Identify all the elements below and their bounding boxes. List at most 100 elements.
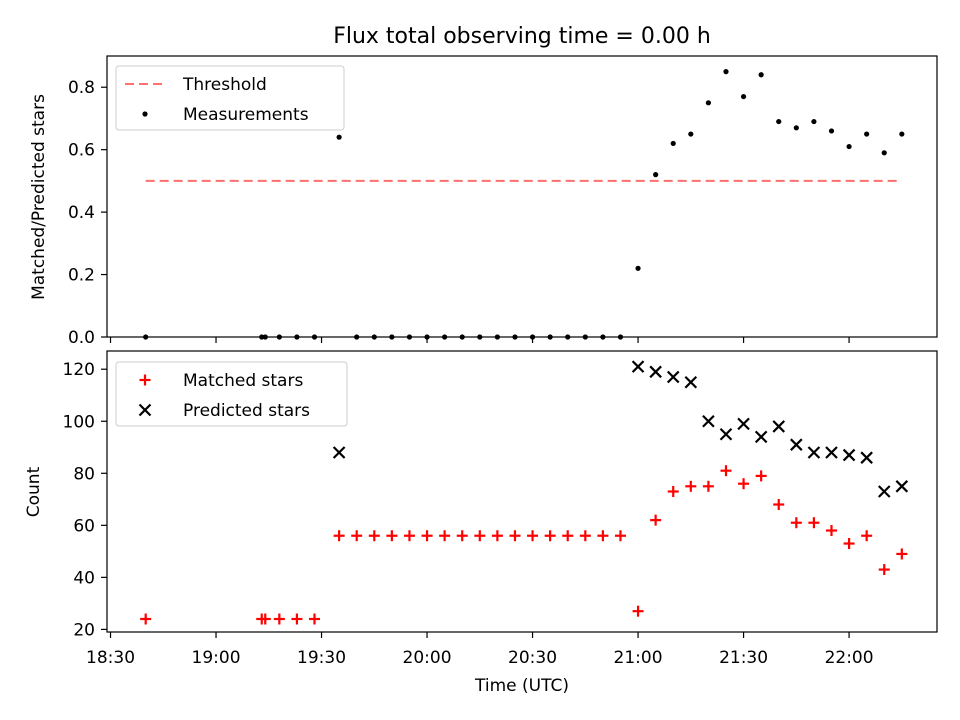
measurement-point bbox=[776, 118, 782, 125]
measurement-point bbox=[617, 334, 624, 340]
measurement-point bbox=[311, 334, 318, 340]
matched-star-point bbox=[421, 530, 433, 542]
legend-threshold-label: Threshold bbox=[182, 75, 267, 95]
measurement-point bbox=[881, 150, 887, 156]
bottom-legend: Matched stars Predicted stars bbox=[115, 361, 348, 427]
measurement-point bbox=[899, 131, 905, 137]
matched-star-point bbox=[667, 486, 679, 497]
measurement-point bbox=[143, 334, 149, 340]
matched-star-point bbox=[773, 499, 785, 511]
predicted-star-point bbox=[772, 420, 786, 433]
measurement-point bbox=[529, 334, 536, 340]
predicted-star-point bbox=[842, 448, 856, 462]
measurement-point bbox=[846, 143, 852, 150]
matched-star-point bbox=[309, 613, 320, 625]
matched-star-point bbox=[333, 530, 345, 542]
measurement-point bbox=[811, 118, 817, 125]
x-axis-label: Time (UTC) bbox=[474, 676, 569, 696]
bottom-y-tick-label: 40 bbox=[73, 568, 95, 588]
measurement-point bbox=[600, 334, 606, 340]
predicted-star-point bbox=[737, 417, 750, 431]
top-y-axis-label: Matched/Predicted stars bbox=[29, 94, 49, 300]
legend-measurements-swatch bbox=[142, 111, 148, 117]
matched-star-point bbox=[386, 530, 398, 542]
measurement-point bbox=[276, 334, 282, 340]
predicted-star-point bbox=[877, 485, 891, 498]
matched-star-point bbox=[259, 613, 271, 625]
measurement-point bbox=[389, 334, 395, 340]
matched-star-point bbox=[351, 530, 363, 542]
bottom-panel: 20 40 60 80 100 120 18:30 19:00 19:30 20:00 20:30… bbox=[24, 350, 938, 696]
predicted-star-point bbox=[631, 360, 645, 373]
measurement-point bbox=[740, 93, 747, 100]
predicted-star-point bbox=[332, 446, 346, 459]
top-y-ticks: 0.0 0.2 0.4 0.6 0.8 bbox=[68, 78, 107, 348]
matched-star-point bbox=[614, 530, 626, 542]
measurement-point bbox=[371, 334, 377, 340]
predicted-star-point bbox=[684, 375, 698, 389]
predicted-star-point bbox=[666, 370, 680, 384]
measurement-point bbox=[442, 334, 448, 340]
legend-predicted-label: Predicted stars bbox=[183, 401, 310, 421]
x-tick-label: 20:00 bbox=[403, 648, 452, 668]
matched-star-point bbox=[544, 530, 556, 542]
matched-star-point bbox=[291, 613, 303, 625]
measurement-point bbox=[424, 334, 430, 340]
matched-star-point bbox=[474, 530, 486, 542]
predicted-star-point bbox=[895, 480, 909, 493]
top-y-tick-label: 0.4 bbox=[68, 203, 95, 223]
matched-star-point bbox=[368, 530, 380, 542]
matched-star-point bbox=[685, 480, 697, 492]
matched-star-point bbox=[720, 465, 732, 477]
top-legend-box bbox=[115, 65, 345, 131]
predicted-stars-points bbox=[332, 360, 909, 498]
matched-star-point bbox=[403, 530, 415, 542]
matched-star-point bbox=[861, 530, 873, 542]
bottom-y-tick-label: 120 bbox=[63, 360, 95, 380]
measurement-point bbox=[688, 131, 694, 137]
bottom-legend-box bbox=[115, 361, 348, 427]
matched-star-point bbox=[579, 530, 591, 542]
matched-star-point bbox=[273, 613, 285, 625]
measurement-point bbox=[705, 100, 711, 106]
top-y-tick-label: 0.6 bbox=[68, 141, 95, 161]
matched-star-point bbox=[878, 564, 890, 576]
legend-matched-label: Matched stars bbox=[183, 371, 303, 391]
measurement-point bbox=[565, 334, 571, 340]
predicted-star-point bbox=[860, 451, 873, 464]
bottom-y-tick-label: 20 bbox=[73, 620, 95, 640]
matched-star-point bbox=[896, 548, 908, 560]
measurement-point bbox=[294, 334, 300, 340]
x-tick-label: 18:30 bbox=[86, 648, 135, 668]
measurement-point bbox=[494, 334, 500, 340]
bottom-y-axis-label: Count bbox=[24, 466, 44, 517]
predicted-star-point bbox=[754, 430, 768, 444]
matched-star-point bbox=[632, 605, 644, 617]
legend-matched-swatch bbox=[139, 374, 151, 386]
matched-star-point bbox=[439, 530, 451, 542]
matched-star-point bbox=[527, 530, 539, 542]
x-tick-label: 22:00 bbox=[825, 648, 874, 668]
measurement-point bbox=[758, 72, 764, 78]
measurement-point bbox=[793, 125, 799, 131]
predicted-star-point bbox=[702, 414, 715, 428]
x-tick-label: 20:30 bbox=[508, 648, 557, 668]
bottom-x-ticks: 18:30 19:00 19:30 20:00 20:30 21:00 21:30 22:00 bbox=[86, 632, 874, 668]
matched-star-point bbox=[509, 530, 521, 542]
matched-star-point bbox=[738, 478, 750, 490]
bottom-y-tick-label: 80 bbox=[73, 464, 95, 484]
matched-star-point bbox=[491, 530, 503, 542]
predicted-star-point bbox=[719, 427, 733, 441]
measurement-point bbox=[653, 172, 659, 178]
chart-title: Flux total observing time = 0.00 h bbox=[333, 24, 711, 49]
x-tick-label: 21:00 bbox=[614, 648, 663, 668]
measurement-points bbox=[143, 69, 905, 340]
x-tick-label: 19:30 bbox=[297, 648, 346, 668]
predicted-star-point bbox=[807, 446, 821, 459]
top-panel: 0.00.20.40.60.8 Matched/Predicted stars … bbox=[29, 55, 938, 348]
bottom-y-tick-label: 60 bbox=[73, 516, 95, 536]
x-tick-label: 19:00 bbox=[192, 648, 241, 668]
matched-star-point bbox=[825, 525, 837, 537]
measurement-point bbox=[670, 140, 676, 147]
